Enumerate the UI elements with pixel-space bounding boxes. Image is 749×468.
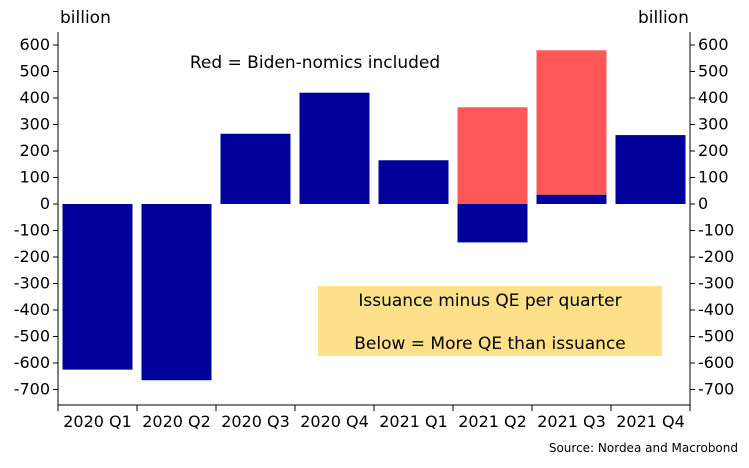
x-tick-label: 2020 Q3 [221, 412, 290, 431]
bar-red [457, 107, 528, 204]
y-tick-label-left: 100 [19, 168, 50, 187]
x-tick-label: 2021 Q4 [616, 412, 685, 431]
bars-group [62, 50, 686, 381]
y-tick-label-right: 400 [698, 88, 729, 107]
bar-blue [457, 204, 528, 243]
y-tick-label-right: -700 [698, 380, 734, 399]
y-tick-label-right: 300 [698, 115, 729, 134]
y-tick-label-right: -400 [698, 300, 734, 319]
y-tick-label-left: -700 [14, 380, 50, 399]
source-note: Source: Nordea and Macrobond [549, 441, 738, 455]
y-axis-unit-left: billion [60, 8, 111, 28]
y-tick-label-left: 600 [19, 35, 50, 54]
y-tick-label-left: 0 [40, 194, 50, 213]
y-tick-label-left: -200 [14, 247, 50, 266]
y-tick-label-left: 500 [19, 62, 50, 81]
y-tick-label-right: 0 [698, 194, 708, 213]
x-tick-label: 2021 Q2 [458, 412, 527, 431]
x-tick-label: 2020 Q2 [142, 412, 211, 431]
x-tick-label: 2021 Q3 [537, 412, 606, 431]
axes-group: 600 600 500 500 400 400 300 300 200 200 100 100 0 0 -1… [14, 32, 734, 431]
annotation-box-line-2: Below = More QE than issuance [354, 334, 626, 354]
bar-blue [299, 92, 370, 204]
y-tick-label-right: 100 [698, 168, 729, 187]
y-tick-label-right: 500 [698, 62, 729, 81]
y-tick-label-left: 400 [19, 88, 50, 107]
bar-blue [220, 133, 291, 204]
y-tick-label-right: 600 [698, 35, 729, 54]
y-tick-label-right: -200 [698, 247, 734, 266]
bar-blue [141, 204, 212, 381]
y-tick-label-right: 200 [698, 141, 729, 160]
annotation-box-line-1: Issuance minus QE per quarter [358, 291, 621, 311]
bar-blue [615, 135, 686, 204]
y-tick-label-left: 300 [19, 115, 50, 134]
x-tick-label: 2020 Q1 [63, 412, 132, 431]
y-tick-label-right: -600 [698, 353, 734, 372]
bar-red [536, 50, 607, 195]
bar-blue [62, 204, 133, 370]
y-tick-label-right: -500 [698, 327, 734, 346]
y-tick-label-left: -600 [14, 353, 50, 372]
annotation-box [318, 286, 662, 356]
y-axis-unit-right: billion [638, 8, 689, 28]
bar-blue [536, 194, 607, 204]
y-tick-label-left: 200 [19, 141, 50, 160]
y-tick-label-left: -100 [14, 221, 50, 240]
x-tick-label: 2020 Q4 [300, 412, 369, 431]
y-tick-label-left: -500 [14, 327, 50, 346]
y-tick-label-right: -300 [698, 274, 734, 293]
y-tick-label-right: -100 [698, 221, 734, 240]
x-tick-label: 2021 Q1 [379, 412, 448, 431]
legend-note: Red = Biden-nomics included [190, 53, 440, 73]
y-tick-label-left: -400 [14, 300, 50, 319]
bar-blue [378, 160, 449, 204]
y-tick-label-left: -300 [14, 274, 50, 293]
